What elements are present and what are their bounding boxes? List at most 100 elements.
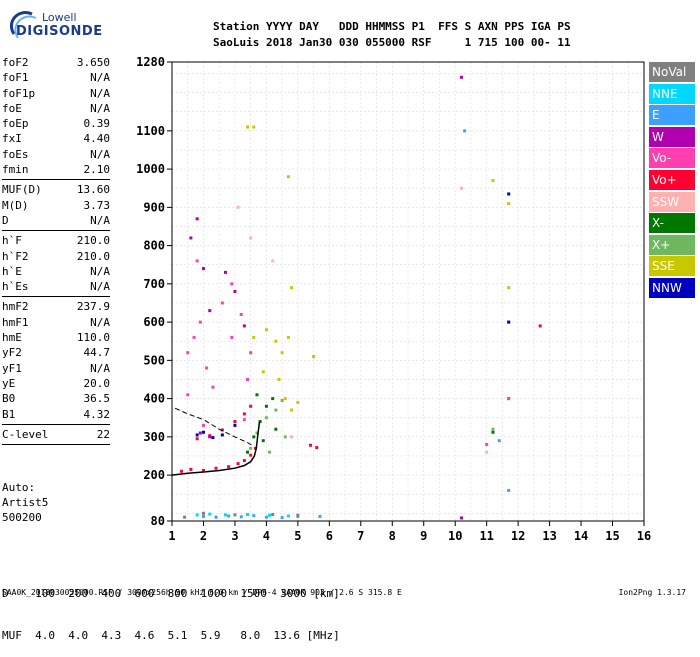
data-point-w	[223, 270, 227, 274]
data-point-nne	[195, 513, 199, 517]
param-name: B1	[2, 407, 16, 421]
x-tick-label: 3	[231, 529, 238, 543]
y-tick-label: 900	[143, 200, 165, 214]
param-value: 3.73	[83, 198, 111, 212]
data-point-e	[318, 514, 322, 518]
data-point-w	[195, 217, 199, 221]
distance-row: D 100 200 400 600 800 1000 1500 3000 [km…	[2, 587, 340, 600]
data-point-ssw	[290, 435, 294, 439]
param-name: B0	[2, 392, 16, 406]
param-value: 0.39	[83, 117, 111, 131]
data-point-sse	[296, 400, 300, 404]
data-point-sse	[246, 125, 250, 129]
param-name: fxI	[2, 132, 22, 146]
data-point-sse	[507, 202, 511, 206]
data-point-vo	[205, 366, 209, 370]
data-point-w	[208, 435, 212, 439]
data-point-sse	[283, 397, 287, 401]
x-tick-label: 12	[511, 529, 525, 543]
param-name: foE	[2, 101, 22, 115]
param-row: h`F2 210.0	[2, 250, 110, 265]
param-row: C-level 22	[2, 428, 110, 443]
data-point-vo	[211, 385, 215, 389]
data-point-vo	[189, 467, 193, 471]
data-point-x	[274, 408, 278, 412]
y-tick-label: 1100	[136, 124, 165, 138]
header-values: SaoLuis 2018 Jan30 030 055000 RSF 1 715 …	[213, 36, 571, 49]
data-point-x	[491, 430, 495, 434]
data-point-x	[258, 420, 262, 424]
param-value: 13.60	[76, 183, 110, 197]
param-divider	[2, 423, 110, 425]
data-point-nnw	[195, 433, 199, 437]
param-row: hmF2 237.9	[2, 300, 110, 315]
data-point-vo	[192, 335, 196, 339]
param-name: foEp	[2, 117, 29, 131]
y-tick-label: 300	[143, 430, 165, 444]
param-value: 20.0	[83, 376, 111, 390]
data-point-vo	[239, 312, 243, 316]
data-point-vo	[242, 459, 246, 463]
data-point-vo	[249, 453, 253, 457]
param-row: foF1 N/A	[2, 71, 110, 86]
data-point-w	[459, 516, 463, 520]
x-tick-label: 2	[200, 529, 207, 543]
param-name: foEs	[2, 147, 29, 161]
data-point-w	[201, 267, 205, 271]
data-point-vo	[249, 404, 253, 408]
data-point-nne	[246, 512, 250, 516]
param-value: N/A	[90, 213, 110, 227]
x-tick-label: 10	[448, 529, 462, 543]
data-point-vo	[220, 301, 224, 305]
data-point-w	[459, 75, 463, 79]
data-point-noval	[201, 511, 205, 515]
param-row: hmF1 N/A	[2, 316, 110, 331]
param-value: 237.9	[76, 300, 110, 314]
data-point-vo	[186, 393, 190, 397]
data-point-sse	[274, 339, 278, 343]
logo-text-digisonde: DIGISONDE	[16, 24, 103, 39]
param-divider	[2, 230, 110, 232]
data-point-w	[242, 324, 246, 328]
data-point-sse	[491, 179, 495, 183]
param-row: foEp 0.39	[2, 117, 110, 132]
param-value: 4.32	[83, 407, 111, 421]
y-tick-label: 600	[143, 315, 165, 329]
param-name: fmin	[2, 163, 29, 177]
data-point-vo	[242, 418, 246, 422]
chart-axes: 1 2 3 4 5 6 7 8 9 10 11 12 13 14 15 1680200300400500600…	[136, 55, 651, 543]
data-point-nne	[208, 512, 212, 516]
data-point-vo	[249, 351, 253, 355]
param-row: yF2 44.7	[2, 346, 110, 361]
param-value: 210.0	[76, 249, 110, 263]
param-name: yF2	[2, 346, 22, 360]
data-point-vo	[227, 465, 231, 469]
data-point-vo	[236, 462, 240, 466]
param-divider	[2, 179, 110, 181]
digisonde-logo: Lowell DIGISONDE	[4, 4, 124, 44]
y-tick-label: 500	[143, 353, 165, 367]
param-row: foF1p N/A	[2, 87, 110, 102]
param-name: yE	[2, 376, 16, 390]
data-point-x	[283, 435, 287, 439]
profile-trace-dashed	[174, 407, 255, 447]
ionogram-chart: 1 2 3 4 5 6 7 8 9 10 11 12 13 14 15 1680200300400500600…	[136, 55, 651, 543]
x-tick-label: 14	[574, 529, 588, 543]
param-value: N/A	[90, 147, 110, 161]
legend-item: Vo+	[649, 169, 695, 190]
data-point-vo	[246, 377, 250, 381]
data-point-e	[507, 488, 511, 492]
data-point-vo	[242, 412, 246, 416]
legend-item: NNW	[649, 277, 695, 298]
data-point-sse	[252, 335, 256, 339]
data-point-vo	[186, 351, 190, 355]
data-point-e	[201, 514, 205, 518]
data-point-e	[214, 515, 218, 519]
param-row: fxI 4.40	[2, 132, 110, 147]
data-point-e	[227, 514, 231, 518]
param-row: h`F 210.0	[2, 234, 110, 249]
param-name: foF1p	[2, 86, 36, 100]
data-point-vo	[315, 446, 319, 450]
param-row: fmin 2.10	[2, 163, 110, 178]
x-tick-label: 8	[389, 529, 396, 543]
